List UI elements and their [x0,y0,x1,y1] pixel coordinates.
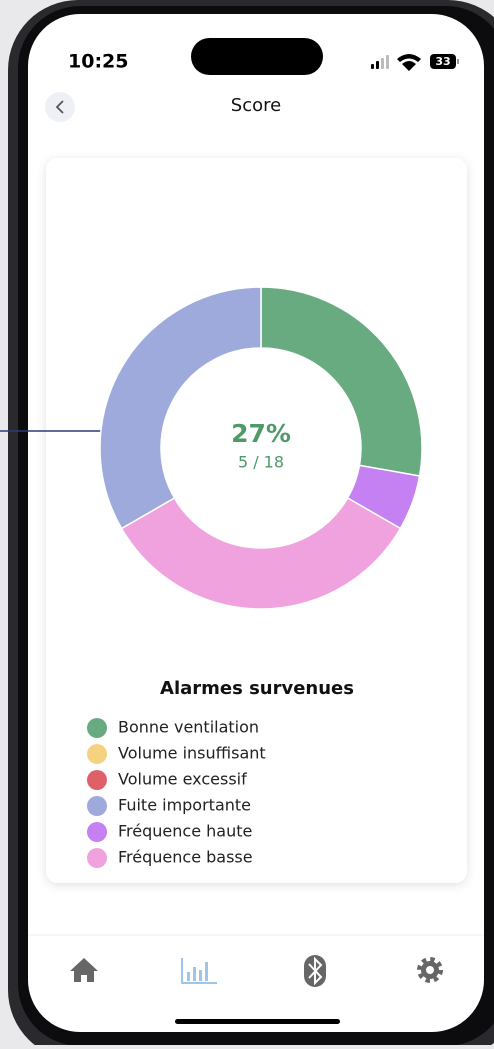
home-indicator [175,1019,340,1024]
legend-swatch [87,848,107,868]
legend-title: Alarmes survenues [160,678,354,699]
legend-swatch [87,770,107,790]
legend-label: Fuite importante [118,796,251,815]
legend-label: Volume excessif [118,770,247,789]
legend-swatch [87,822,107,842]
legend-swatch [87,796,107,816]
page-title: Score [231,95,281,116]
status-time: 10:25 [68,51,128,73]
center-label: 5 / 18 [238,453,284,472]
back-button[interactable] [45,92,75,122]
legend-label: Volume insuffisant [118,744,266,763]
nav-bluetooth[interactable] [304,955,326,987]
legend-label: Bonne ventilation [118,718,259,737]
legend-label: Fréquence basse [118,848,253,867]
battery-tip [457,59,459,64]
dynamic-island [191,38,323,75]
phone-screen: 10:25 33 Score 27% 5 / 18 Alarmes surven… [0,0,494,1045]
legend-swatch [87,718,107,738]
legend-label: Fréquence haute [118,822,252,841]
battery-level: 33 [435,55,450,68]
legend-swatch [87,744,107,764]
center-value: 27% [231,419,291,448]
